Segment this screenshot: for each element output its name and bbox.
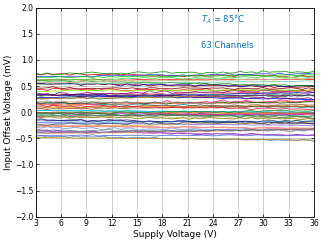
- Y-axis label: Input Offset Voltage (mV): Input Offset Voltage (mV): [4, 54, 13, 170]
- Text: 63 Channels: 63 Channels: [201, 41, 254, 50]
- Text: $T_A$ = 85°C: $T_A$ = 85°C: [201, 14, 245, 26]
- X-axis label: Supply Voltage (V): Supply Voltage (V): [133, 230, 217, 239]
